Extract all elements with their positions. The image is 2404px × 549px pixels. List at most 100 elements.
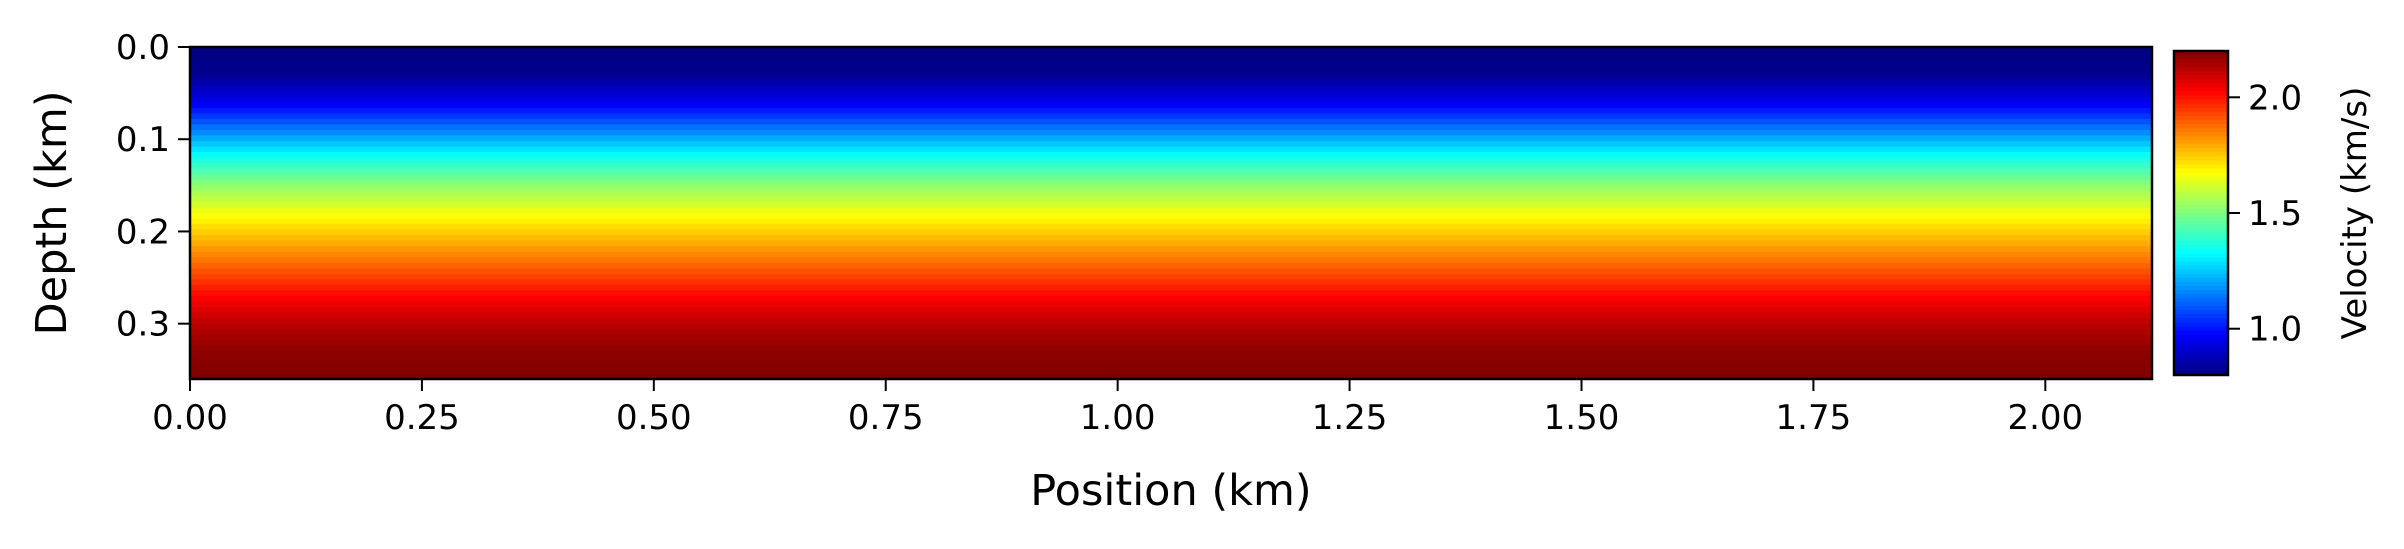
colorbar-segment [2174,192,2228,198]
heatmap-band [190,146,2152,153]
colorbar-segment [2174,314,2228,319]
heatmap-band [190,157,2152,164]
colorbar-tick-label: 1.0 [2248,310,2302,350]
x-axis: 0.00 0.25 0.50 0.75 1.00 1.25 1.50 1.75 2.00 [152,379,2083,438]
colorbar-segment [2174,213,2228,218]
colorbar-segment [2174,136,2228,141]
colorbar-segment [2174,55,2228,60]
heatmap-band [190,141,2152,148]
heatmap-band [190,373,2152,379]
x-tick-label: 1.75 [1776,398,1852,438]
colorbar-segment [2174,67,2228,72]
heatmap-band [190,367,2152,375]
colorbar-segment [2174,225,2228,230]
colorbar-segment [2174,294,2228,299]
colorbar [2174,51,2228,376]
heatmap-band [190,362,2152,369]
colorbar-segment [2174,261,2228,267]
colorbar-segment [2174,265,2228,271]
heatmap-band [190,185,2152,192]
colorbar-segment [2174,221,2228,226]
colorbar-segment [2174,281,2228,287]
heatmap-band [190,85,2152,92]
colorbar-segment [2174,334,2228,340]
heatmap-band [190,257,2152,264]
colorbar-segment [2174,322,2228,327]
colorbar-segment [2174,217,2228,222]
heatmap-band [190,163,2152,170]
y-axis-title: Depth (km) [27,91,77,336]
heatmap-band [190,340,2152,347]
colorbar-segment [2174,115,2228,121]
heatmap-band [190,179,2152,186]
colorbar-segment [2174,273,2228,279]
colorbar-segment [2174,132,2228,137]
x-tick-label: 0.50 [616,398,692,438]
colorbar-segment [2174,152,2228,157]
colorbar-segment [2174,350,2228,356]
colorbar-segment [2174,123,2228,129]
colorbar-segment [2174,253,2228,259]
heatmap-band [190,168,2152,175]
heatmap-band [190,130,2152,137]
heatmap-band [190,196,2152,203]
heatmap-band [190,213,2152,220]
colorbar-segment [2174,318,2228,323]
colorbar-axis: 1.0 1.5 2.0 [2228,78,2302,350]
colorbar-segment [2174,107,2228,113]
heatmap-band [190,229,2152,236]
colorbar-segment [2174,95,2228,101]
heatmap-band [190,251,2152,258]
heatmap-band [190,268,2152,275]
x-tick-label: 1.00 [1080,398,1156,438]
colorbar-segment [2174,208,2228,214]
heatmap-band [190,356,2152,363]
colorbar-segment [2174,148,2228,153]
y-axis: 0.0 0.1 0.2 0.3 [116,28,190,345]
colorbar-segment [2174,302,2228,307]
heatmap-band [190,113,2152,120]
heatmap-band [190,351,2152,358]
colorbar-segment [2174,366,2228,372]
colorbar-segment [2174,338,2228,344]
colorbar-segment [2174,51,2228,56]
colorbar-segment [2174,196,2228,202]
colorbar-segment [2174,342,2228,348]
heatmap-band [190,329,2152,336]
colorbar-segment [2174,63,2228,68]
heatmap-band [190,246,2152,253]
heatmap-band [190,345,2152,352]
colorbar-segment [2174,289,2228,295]
colorbar-segment [2174,180,2228,186]
heatmap-band [190,102,2152,109]
heatmap-band [190,279,2152,286]
heatmap-band [190,235,2152,242]
colorbar-tick-label: 1.5 [2248,194,2302,234]
x-tick-label: 0.00 [152,398,228,438]
y-tick-label: 0.2 [116,212,170,252]
heatmap-band [190,240,2152,247]
colorbar-segment [2174,188,2228,194]
colorbar-segment [2174,176,2228,182]
colorbar-segment [2174,83,2228,89]
colorbar-segment [2174,59,2228,64]
heatmap-band [190,118,2152,126]
heatmap-band [190,69,2152,76]
colorbar-segment [2174,71,2228,76]
colorbar-segment [2174,237,2228,242]
colorbar-segment [2174,79,2228,84]
colorbar-title: Velocity (km/s) [2335,87,2375,340]
heatmap-band [190,284,2152,292]
colorbar-segment [2174,144,2228,149]
heatmap-band [190,262,2152,269]
colorbar-segment [2174,354,2228,360]
heatmap-field [190,47,2152,379]
colorbar-segment [2174,306,2228,311]
heatmap-band [190,74,2152,81]
colorbar-segment [2174,160,2228,165]
colorbar-segment [2174,119,2228,125]
heatmap-band [190,174,2152,181]
x-tick-label: 0.25 [384,398,460,438]
heatmap-band [190,318,2152,325]
heatmap-band [190,218,2152,225]
